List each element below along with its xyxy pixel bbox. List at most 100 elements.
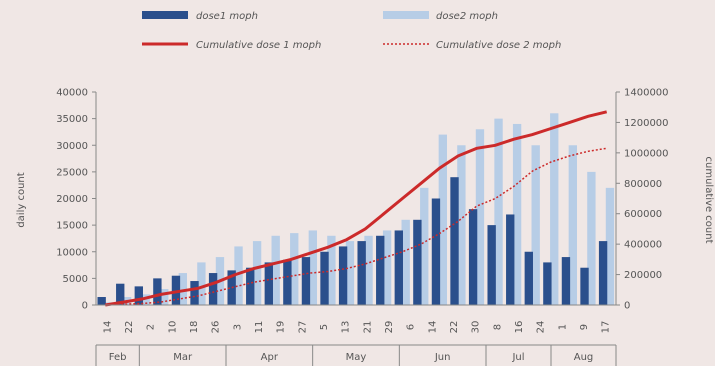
x-tick-label: 21	[362, 321, 373, 334]
x-tick-label: 8	[492, 324, 503, 330]
bar-dose1	[208, 273, 218, 305]
x-tick-label: 24	[536, 321, 547, 334]
y2-tick-label: 400000	[624, 240, 662, 251]
y2-axis-ticks: 0 200000 400000 600000 800000 1000000 1200000 1…	[616, 88, 669, 312]
y-tick-label: 0	[82, 301, 88, 312]
x-tick-label: 18	[189, 321, 200, 334]
bar-dose1	[598, 241, 608, 305]
bar-dose1	[431, 198, 441, 305]
y-tick-label: 5000	[63, 274, 88, 285]
month-label: Aug	[574, 352, 594, 363]
x-tick-label: 30	[471, 321, 482, 334]
y2-tick-label: 600000	[624, 209, 662, 220]
y-tick-label: 15000	[56, 221, 88, 232]
bar-dose2	[438, 134, 447, 305]
line-cumulative-dose1	[105, 110, 608, 307]
y-tick-label: 35000	[56, 114, 88, 125]
bar-dose2	[512, 123, 522, 305]
bar-dose1	[116, 283, 125, 305]
x-tick-label: 27	[297, 321, 308, 334]
month-label: Mar	[173, 352, 193, 363]
bar-dose1	[506, 214, 515, 305]
bar-dose1	[524, 251, 533, 305]
bar-dose2	[382, 230, 392, 305]
bar-dose2	[531, 145, 540, 305]
y2-tick-label: 1400000	[624, 88, 669, 99]
y2-tick-label: 800000	[624, 179, 662, 190]
y2-tick-label: 1000000	[624, 148, 669, 159]
x-tick-label: 22	[124, 321, 135, 334]
month-label: May	[346, 352, 367, 363]
bar-dose2	[160, 289, 169, 305]
bar-dose1	[376, 235, 385, 305]
bar-dose1	[320, 251, 329, 305]
bar-dose1	[264, 262, 273, 305]
bar-dose1	[394, 230, 403, 305]
bars-dose1	[97, 177, 608, 305]
x-tick-label: 14	[427, 321, 438, 334]
bar-dose2	[457, 145, 466, 305]
x-tick-label: 29	[384, 321, 395, 334]
bar-dose2	[345, 241, 355, 305]
y2-axis-title: cumulative count	[703, 157, 714, 244]
x-tick-label: 16	[514, 321, 525, 334]
x-tick-label: 3	[232, 324, 243, 330]
bar-dose1	[543, 262, 552, 305]
x-axis-month-labels: Feb Mar Apr May Jun Jul Aug	[95, 345, 617, 366]
bar-dose1	[246, 267, 255, 305]
line-cumulative-dose2	[105, 147, 607, 306]
legend-label-cum2: Cumulative dose 2 moph	[436, 40, 561, 51]
x-tick-label: 11	[254, 321, 265, 334]
bar-dose2	[197, 262, 206, 305]
y-tick-label: 25000	[56, 167, 88, 178]
bar-dose1	[561, 257, 571, 305]
y2-tick-label: 0	[624, 301, 630, 312]
month-label: Feb	[109, 352, 127, 363]
bar-dose2	[178, 273, 187, 305]
bar-dose1	[171, 275, 181, 305]
x-tick-label: 2	[146, 324, 157, 330]
bar-dose1	[190, 281, 199, 305]
bar-dose2	[605, 187, 615, 305]
x-tick-label: 22	[449, 321, 460, 334]
legend: dose1 moph dose2 moph Cumulative dose 1 …	[142, 11, 561, 51]
bar-dose2	[290, 233, 299, 305]
bar-dose1	[580, 267, 589, 305]
y-axis-ticks: 0 5000 10000 15000 20000 25000 30000 35000 40000	[56, 88, 96, 312]
x-tick-label: 13	[341, 321, 352, 334]
bar-dose2	[568, 145, 577, 305]
bar-dose2	[475, 129, 485, 305]
x-tick-label: 9	[579, 324, 590, 330]
bar-dose2	[420, 187, 429, 305]
month-label: Jun	[434, 352, 451, 363]
bar-dose2	[550, 113, 559, 305]
x-axis-day-ticks: 14 22 2 10 18 26 3 11 19 27 5 13 21 29 6 14 22 30 8 16 24 1 9 1…	[102, 321, 611, 334]
y-axis-title: daily count	[16, 172, 27, 227]
x-tick-label: 14	[102, 321, 113, 334]
x-tick-label: 10	[167, 321, 178, 334]
x-tick-label: 17	[601, 321, 612, 334]
legend-swatch-dose2	[383, 11, 429, 19]
x-tick-label: 1	[557, 324, 568, 330]
x-tick-label: 19	[276, 321, 287, 334]
bar-dose2	[364, 235, 373, 305]
bar-dose2	[141, 294, 150, 305]
bar-dose1	[153, 278, 162, 305]
y-tick-label: 10000	[56, 247, 88, 258]
y-tick-label: 20000	[56, 194, 88, 205]
legend-swatch-dose1	[142, 11, 188, 19]
legend-label-dose2: dose2 moph	[436, 11, 498, 22]
month-label: Jul	[511, 352, 524, 363]
bar-dose1	[338, 246, 348, 305]
legend-label-dose1: dose1 moph	[196, 11, 258, 22]
bar-dose2	[587, 171, 596, 305]
bar-dose1	[357, 241, 366, 305]
y-tick-label: 30000	[56, 141, 88, 152]
bar-dose2	[494, 118, 503, 305]
bar-dose1	[97, 297, 106, 305]
bar-dose1	[487, 225, 496, 305]
y-tick-label: 40000	[56, 88, 88, 99]
x-tick-label: 26	[211, 321, 222, 334]
legend-label-cum1: Cumulative dose 1 moph	[196, 40, 321, 51]
